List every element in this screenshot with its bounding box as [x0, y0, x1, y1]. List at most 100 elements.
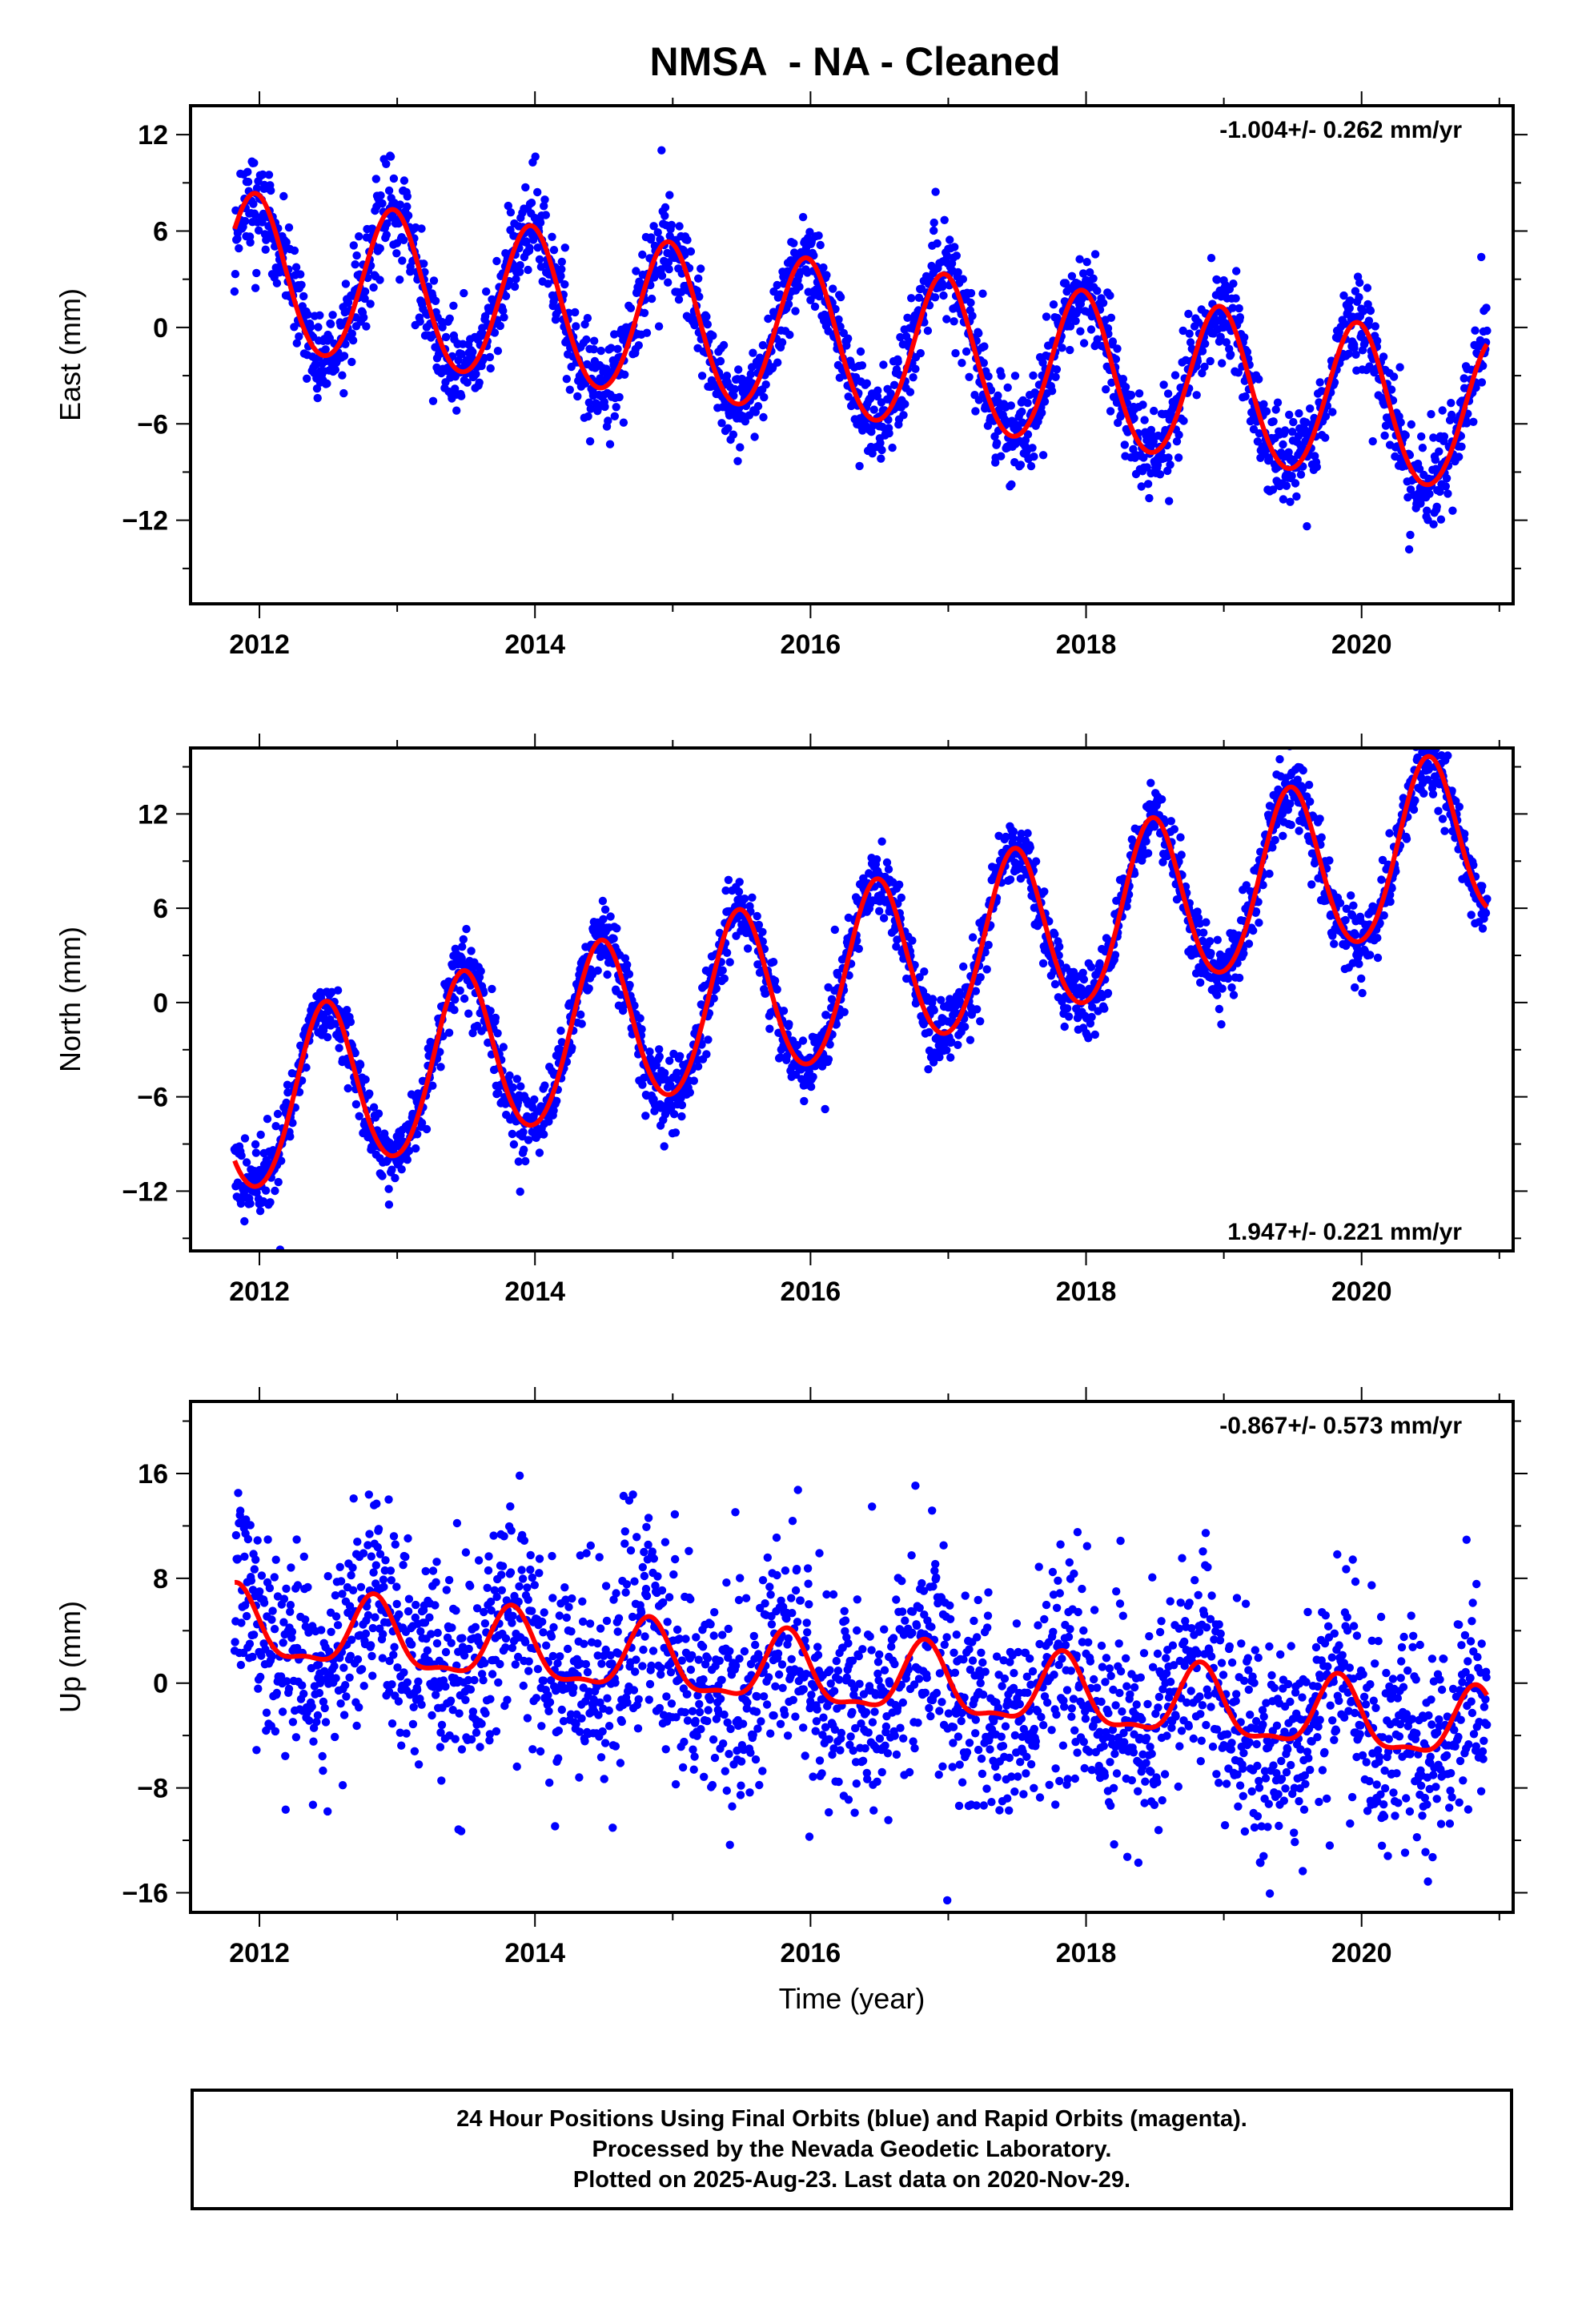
east-point [355, 232, 363, 241]
east-point [916, 348, 926, 358]
east-point [584, 412, 592, 421]
north-point [252, 1188, 261, 1197]
east-point [605, 440, 615, 448]
north-point [1342, 904, 1351, 914]
east-point [901, 400, 909, 408]
up-plot-area [230, 1471, 1492, 1905]
north-x-tick-label: 2012 [229, 1277, 290, 1307]
north-point [946, 1053, 955, 1062]
north-point [1411, 796, 1419, 805]
east-point [620, 370, 629, 379]
north-point [971, 987, 981, 995]
east-point [1240, 333, 1249, 342]
east-point [903, 313, 912, 322]
east-point [1142, 463, 1152, 472]
east-point [1006, 401, 1016, 410]
north-point [832, 1019, 841, 1029]
east-point [297, 280, 306, 289]
north-point [1287, 820, 1295, 830]
up-point [268, 1606, 277, 1615]
north-point [459, 935, 468, 944]
east-point [369, 283, 378, 292]
east-point [1312, 462, 1322, 472]
east-point [750, 432, 759, 441]
east-point [315, 311, 324, 320]
north-point [925, 1027, 934, 1037]
up-point [233, 1554, 243, 1563]
east-point [1350, 344, 1359, 352]
east-point [1038, 408, 1046, 417]
east-point [371, 175, 380, 183]
east-point [856, 347, 865, 356]
north-point [351, 1100, 361, 1109]
north-point [1377, 875, 1386, 884]
east-point [1280, 426, 1290, 435]
north-point [333, 986, 343, 995]
north-point [499, 1043, 508, 1051]
north-point [1341, 915, 1350, 925]
east-point [997, 372, 1006, 380]
north-point [1087, 1012, 1096, 1022]
east-point [521, 183, 530, 192]
east-point [325, 334, 334, 343]
east-point [993, 439, 1002, 448]
east-point [516, 267, 524, 276]
east-point [791, 307, 800, 316]
east-point [560, 279, 569, 289]
up-point [243, 1534, 253, 1544]
north-point [1467, 911, 1476, 919]
east-point [1285, 410, 1294, 420]
east-point [1448, 506, 1457, 515]
east-point [1357, 329, 1366, 339]
east-point [512, 275, 520, 283]
north-point [735, 878, 744, 887]
east-point [695, 292, 704, 301]
north-point [821, 1011, 830, 1019]
east-point [596, 346, 605, 356]
east-point [1078, 269, 1088, 278]
east-point [259, 170, 267, 179]
north-point [769, 958, 778, 967]
east-point [653, 228, 662, 237]
north-point [1244, 939, 1254, 948]
east-point [565, 385, 574, 394]
east-point [230, 287, 239, 296]
east-point [1192, 391, 1201, 400]
north-point [976, 973, 985, 982]
east-point [665, 265, 673, 274]
east-point [1038, 451, 1048, 460]
east-point [909, 373, 917, 382]
east-point [549, 246, 559, 255]
north-point [879, 914, 889, 923]
east-point [589, 345, 598, 354]
north-point [1009, 834, 1018, 843]
north-point [697, 1040, 706, 1049]
north-point [1122, 902, 1131, 911]
east-point [572, 322, 580, 331]
north-point [669, 1110, 679, 1119]
east-point [360, 294, 369, 304]
north-point [770, 976, 780, 985]
east-point [241, 216, 250, 226]
east-point [1086, 325, 1096, 334]
east-point [1472, 383, 1480, 392]
north-point [636, 1014, 644, 1023]
east-point [984, 372, 993, 381]
north-point [343, 1006, 351, 1015]
north-point [1110, 951, 1120, 959]
north-point [1378, 855, 1387, 865]
north-point [1460, 830, 1469, 838]
north-point [677, 1112, 686, 1121]
east-point [1315, 378, 1324, 387]
east-point [642, 328, 652, 337]
north-point [1413, 753, 1422, 762]
north-point [242, 1158, 251, 1167]
east-point [1026, 461, 1036, 471]
north-point [1202, 918, 1211, 927]
east-point [362, 322, 371, 331]
east-point [272, 279, 282, 287]
north-point [467, 947, 476, 955]
north-point [266, 1198, 275, 1207]
east-point [719, 340, 729, 350]
east-point [290, 246, 299, 255]
